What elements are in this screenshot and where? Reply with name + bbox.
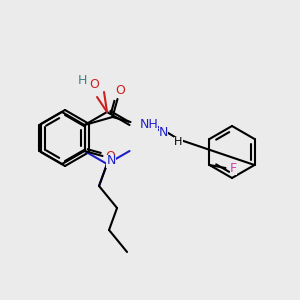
Text: N: N — [106, 154, 116, 167]
Text: O: O — [116, 85, 125, 98]
Text: NH: NH — [140, 118, 158, 130]
Text: H: H — [174, 137, 183, 147]
Text: O: O — [106, 149, 116, 163]
Text: O: O — [89, 77, 99, 91]
Text: N: N — [159, 125, 168, 139]
Text: H: H — [77, 74, 87, 86]
Text: F: F — [230, 161, 237, 175]
